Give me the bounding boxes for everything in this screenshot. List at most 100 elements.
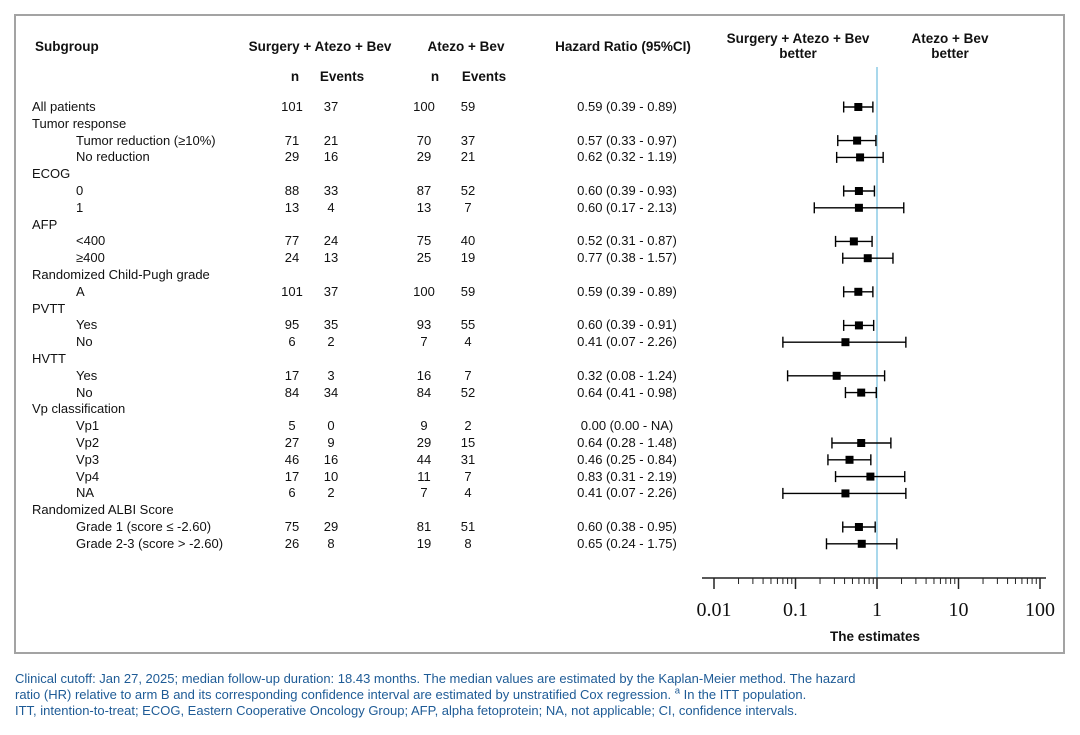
section-label: HVTT	[32, 351, 66, 366]
right-better-line2: better	[931, 46, 969, 61]
cell-events-arm-b: 51	[460, 519, 476, 534]
left-better-line2: better	[779, 46, 817, 61]
cell-n-arm-a: 101	[281, 284, 303, 299]
section-label: AFP	[32, 217, 58, 232]
row-label: A	[76, 284, 85, 299]
cell-n-arm-b: 11	[417, 469, 431, 484]
cell-n-arm-a: 6	[288, 334, 296, 349]
row-label: All patients	[32, 99, 96, 114]
cell-n-arm-a: 29	[284, 149, 300, 164]
cell-events-arm-b: 15	[460, 435, 476, 450]
point-estimate-square	[845, 455, 854, 464]
cell-events-arm-a: 13	[323, 250, 339, 265]
forest-marker	[786, 370, 886, 382]
cell-hazard-ratio: 0.60 (0.38 - 0.95)	[577, 519, 677, 534]
cell-n-arm-b: 9	[420, 418, 428, 433]
cell-n-arm-b: 13	[416, 200, 432, 215]
row-label: <400	[76, 233, 106, 248]
cell-hazard-ratio: 0.60 (0.39 - 0.93)	[577, 183, 677, 198]
cell-n-arm-b: 29	[416, 435, 432, 450]
cell-hazard-ratio: 0.60 (0.17 - 2.13)	[577, 200, 677, 215]
row-label: ≥400	[76, 250, 105, 265]
footnote-line2-text: ratio (HR) relative to arm B and its cor…	[15, 687, 675, 702]
cell-n-arm-b: 16	[416, 368, 432, 383]
cell-hazard-ratio: 0.41 (0.07 - 2.26)	[577, 485, 677, 500]
cell-events-arm-b: 7	[464, 469, 472, 484]
cell-events-arm-a: 9	[327, 435, 335, 450]
cell-n-arm-a: 13	[284, 200, 300, 215]
point-estimate-square	[854, 103, 863, 111]
point-estimate-square	[849, 237, 858, 246]
figure-border	[14, 14, 1065, 654]
cell-events-arm-b: 7	[464, 368, 472, 383]
cell-n-arm-a: 26	[284, 536, 300, 551]
cell-events-arm-b: 52	[460, 183, 476, 198]
cell-n-arm-a: 24	[284, 250, 300, 265]
cell-n-arm-b: 84	[416, 385, 432, 400]
row-label: NA	[76, 485, 95, 500]
cell-events-arm-a: 29	[323, 519, 339, 534]
cell-hazard-ratio: 0.41 (0.07 - 2.26)	[577, 334, 677, 349]
point-estimate-square	[832, 371, 841, 380]
cell-events-arm-b: 19	[460, 250, 476, 265]
section-label: PVTT	[32, 301, 66, 316]
column-header-right-better: Atezo + Bev better	[912, 31, 989, 61]
subheader-events-arm-b: Events	[461, 69, 507, 84]
section-label: ECOG	[32, 166, 71, 181]
point-estimate-square	[854, 203, 863, 212]
column-header-left-better: Surgery + Atezo + Bev better	[727, 31, 870, 61]
point-estimate-square	[854, 523, 863, 531]
cell-events-arm-a: 3	[327, 368, 335, 383]
footnote-line2-text2: In the ITT population.	[680, 687, 807, 702]
point-estimate-square	[863, 254, 872, 263]
cell-n-arm-a: 95	[284, 317, 300, 332]
cell-events-arm-b: 40	[460, 233, 476, 248]
footnote-line3: ITT, intention-to-treat; ECOG, Eastern C…	[15, 703, 798, 718]
row-label: Vp2	[76, 435, 100, 450]
forest-marker	[844, 387, 877, 399]
cell-events-arm-b: 37	[460, 133, 476, 148]
row-label: 1	[76, 200, 84, 215]
cell-events-arm-b: 2	[464, 418, 472, 433]
cell-n-arm-a: 5	[288, 418, 296, 433]
cell-n-arm-b: 100	[413, 99, 435, 114]
right-better-line1: Atezo + Bev	[911, 31, 989, 46]
row-label: Grade 1 (score ≤ -2.60)	[76, 519, 212, 534]
cell-events-arm-a: 16	[323, 452, 339, 467]
cell-events-arm-b: 7	[464, 200, 472, 215]
cell-hazard-ratio: 0.59 (0.39 - 0.89)	[577, 284, 677, 299]
forest-marker	[827, 454, 872, 466]
x-axis-tick-label: 1	[872, 599, 882, 621]
footnote-line1: Clinical cutoff: Jan 27, 2025; median fo…	[15, 671, 856, 686]
cell-n-arm-b: 44	[416, 452, 432, 467]
section-label: Randomized ALBI Score	[32, 502, 174, 517]
cell-hazard-ratio: 0.60 (0.39 - 0.91)	[577, 317, 677, 332]
footnote-superscript-a: a	[674, 685, 680, 697]
cell-hazard-ratio: 0.46 (0.25 - 0.84)	[577, 452, 677, 467]
cell-events-arm-a: 10	[323, 469, 339, 484]
cell-events-arm-b: 52	[460, 385, 476, 400]
forest-marker	[831, 437, 892, 449]
point-estimate-square	[856, 153, 865, 162]
cell-n-arm-a: 71	[284, 133, 300, 148]
cell-hazard-ratio: 0.77 (0.38 - 1.57)	[577, 250, 677, 265]
left-better-line1: Surgery + Atezo + Bev	[726, 31, 870, 46]
subheader-n-arm-a: n	[290, 69, 300, 84]
row-label: No	[76, 334, 93, 349]
cell-n-arm-b: 29	[416, 149, 432, 164]
forest-marker	[842, 252, 894, 264]
x-axis-title: The estimates	[829, 629, 921, 644]
forest-marker	[842, 319, 875, 331]
forest-marker	[834, 471, 906, 483]
point-estimate-square	[854, 287, 863, 296]
cell-hazard-ratio: 0.64 (0.41 - 0.98)	[577, 385, 677, 400]
footnote-line2: ratio (HR) relative to arm B and its cor…	[15, 685, 1067, 703]
cell-events-arm-b: 59	[460, 99, 476, 114]
forest-marker	[842, 185, 876, 197]
cell-events-arm-a: 35	[323, 317, 339, 332]
cell-n-arm-a: 88	[284, 183, 300, 198]
row-label: Yes	[76, 317, 98, 332]
forest-marker	[782, 487, 907, 499]
cell-n-arm-a: 77	[284, 233, 300, 248]
